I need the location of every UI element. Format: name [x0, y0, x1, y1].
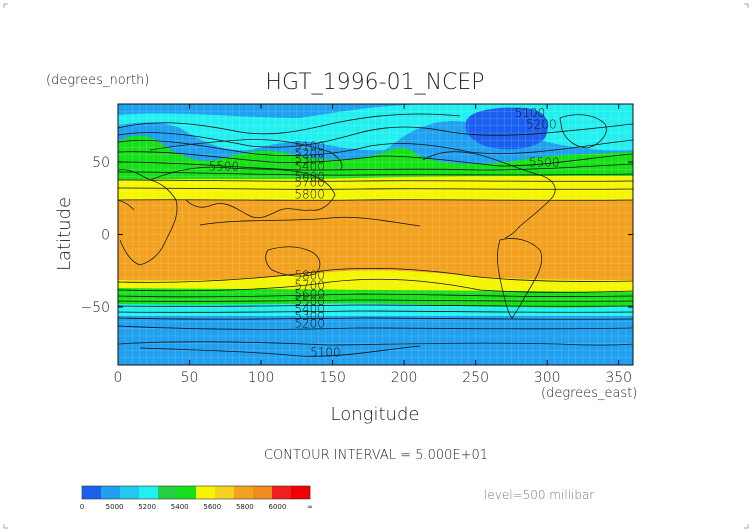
- colorbar-swatch: [139, 486, 159, 499]
- colorbar-label: 5000: [106, 503, 124, 511]
- contour-label: 5300: [294, 152, 325, 166]
- contour-label: 5800: [294, 268, 325, 282]
- colorbar-label: 5400: [171, 503, 189, 511]
- contour-label: 5800: [294, 187, 325, 201]
- map-title: HGT_1996-01_NCEP: [265, 70, 484, 95]
- colorbar-label: ∞: [307, 503, 313, 511]
- africa-europe-coast: [118, 169, 178, 266]
- colorbar-swatch: [272, 486, 292, 499]
- australia-coast: [265, 246, 321, 277]
- x-tick-label: 100: [248, 370, 275, 386]
- south-green-band: [118, 288, 633, 309]
- colorbar-label: 5800: [236, 503, 254, 511]
- contour-label: 5100: [294, 139, 325, 153]
- north-green-band: [118, 135, 633, 186]
- contour-label: 5500: [529, 155, 560, 169]
- y-tick-label: 0: [101, 228, 110, 244]
- contour-interval-text: CONTOUR INTERVAL = 5.000E+01: [264, 448, 488, 463]
- colorbar-label: 5600: [203, 503, 221, 511]
- polar-low: [465, 107, 549, 150]
- x-tick-label: 350: [605, 370, 632, 386]
- x-axis: 0 50 100 150 200 250 300 350: [114, 104, 632, 386]
- x-tick-label: 0: [114, 370, 123, 386]
- colorbar-swatch: [215, 486, 235, 499]
- contour-label: 5200: [294, 147, 325, 161]
- antarctica-coast: [118, 341, 633, 346]
- contour-label: 5600: [294, 287, 325, 301]
- colorbar-swatch: [253, 486, 273, 499]
- colorbar: 0 5000 5200 5400 5600 5800 6000 ∞: [80, 485, 313, 511]
- x-tick-label: 150: [319, 370, 346, 386]
- y-tick-label: 50: [92, 155, 110, 171]
- greenland-coast: [559, 114, 607, 149]
- north-yellow-band: [118, 176, 633, 203]
- colorbar-swatch: [82, 486, 102, 499]
- contour-label: 5700: [294, 176, 325, 190]
- contour-label: 5600: [294, 170, 325, 184]
- asia-coast: [149, 166, 336, 219]
- contour-fill: [118, 104, 633, 365]
- x-axis-title: Longitude: [331, 404, 420, 425]
- contour-label: 5200: [526, 118, 557, 132]
- coastlines: [118, 114, 633, 346]
- colorbar-frame: [81, 485, 311, 500]
- contour-label: 5100: [310, 345, 341, 359]
- contour-label: 5400: [294, 160, 325, 174]
- crop-marks: [3, 3, 749, 529]
- y-axis-title: Latitude: [54, 197, 75, 271]
- graticule: [118, 104, 633, 365]
- y-tick-label: −50: [80, 300, 110, 316]
- contour-label: 5500: [294, 295, 325, 309]
- colorbar-label: 0: [80, 503, 84, 511]
- colorbar-swatch: [158, 486, 178, 499]
- colorbar-swatch: [120, 486, 140, 499]
- contour-label: 5300: [294, 309, 325, 323]
- x-tick-label: 250: [462, 370, 489, 386]
- colorbar-label: 6000: [269, 503, 287, 511]
- contour-label: 5200: [294, 316, 325, 330]
- y-axis: 50 0 −50: [80, 155, 633, 316]
- colorbar-swatch: [234, 486, 254, 499]
- x-tick-label: 50: [181, 370, 199, 386]
- x-units-label: (degrees_east): [541, 386, 637, 401]
- south-america-coast: [496, 238, 543, 319]
- y-units-label: (degrees_north): [46, 73, 149, 88]
- north-america-coast: [422, 151, 556, 239]
- x-tick-label: 200: [391, 370, 418, 386]
- contour-label-layer: 5100520055005100520053005400550056005700…: [209, 106, 560, 359]
- contour-label: 5400: [294, 302, 325, 316]
- x-tick-label: 300: [534, 370, 561, 386]
- colorbar-label: 5200: [138, 503, 156, 511]
- contour-lines: [118, 113, 633, 357]
- contour-label: 5100: [515, 106, 546, 120]
- colorbar-swatch: [291, 486, 311, 499]
- colorbar-swatch: [196, 486, 216, 499]
- contour-label: 5500: [209, 160, 240, 174]
- contour-label: 5700: [294, 279, 325, 293]
- colorbar-swatch: [177, 486, 197, 499]
- level-text: level=500 millibar: [484, 488, 594, 502]
- colorbar-swatch: [101, 486, 121, 499]
